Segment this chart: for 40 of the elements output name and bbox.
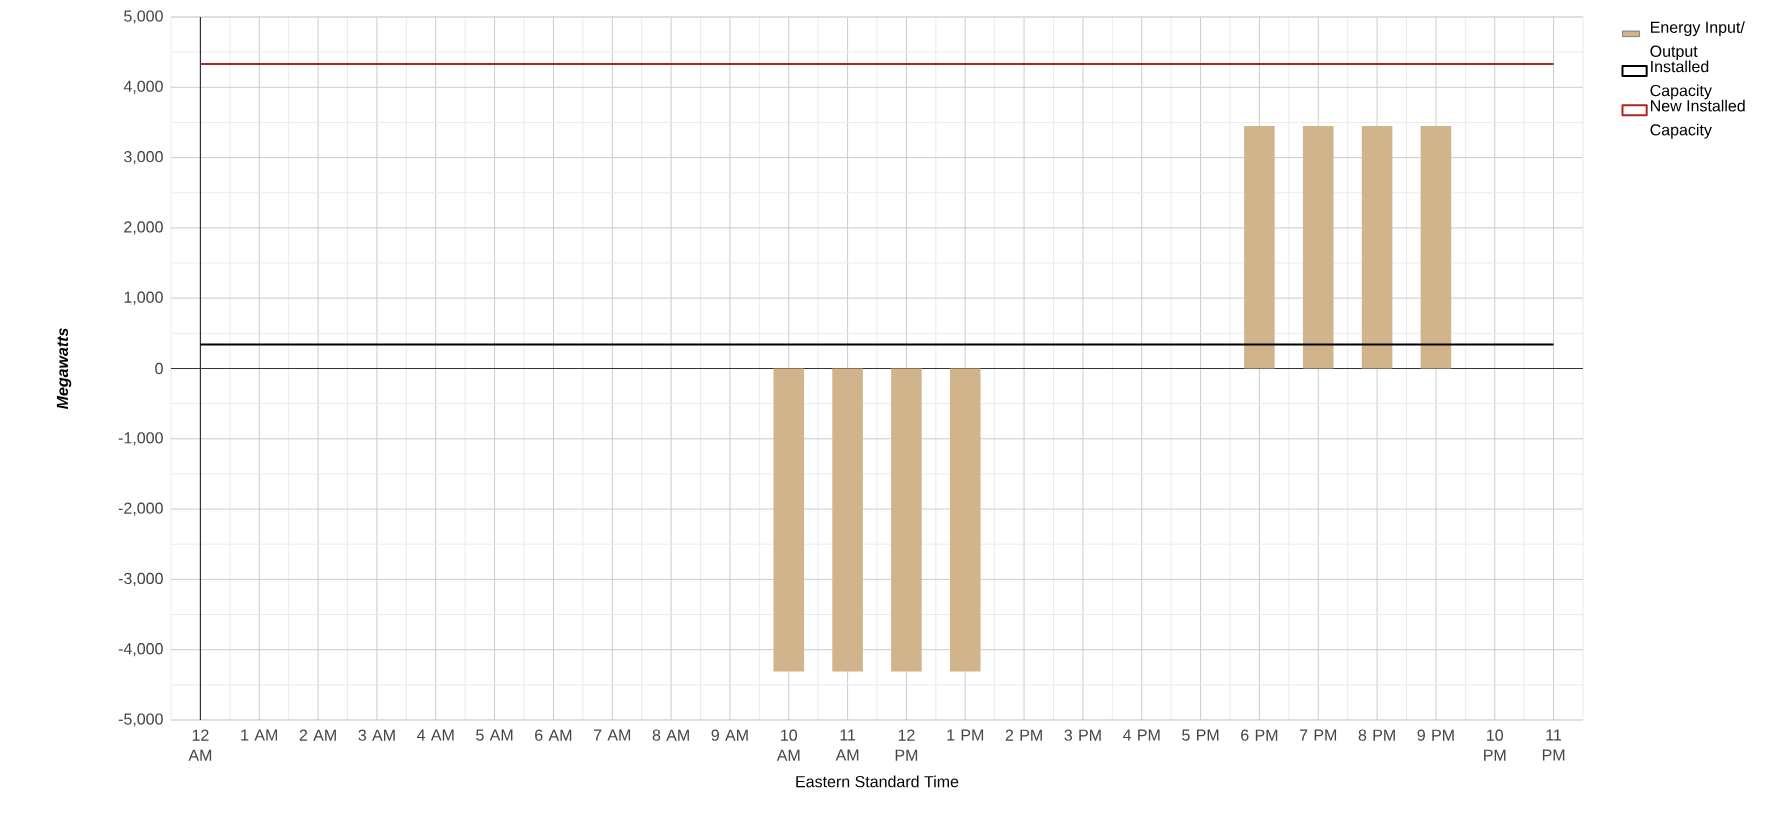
x-tick-label: 8 PM	[1358, 729, 1395, 741]
legend-label: Energy Input/ Output	[1650, 21, 1745, 61]
x-tick-label: 1 AM	[241, 729, 278, 741]
x-tick-label: 7 AM	[593, 729, 631, 741]
y-tick-label: 5,000	[124, 10, 163, 24]
x-tick-label: 11 AM	[835, 729, 859, 761]
x-axis-title: Eastern Standard Time	[796, 775, 959, 788]
x-tick-label: 12 AM	[188, 729, 212, 761]
x-tick-label: 5 AM	[476, 729, 513, 741]
y-tick-label: -5,000	[118, 713, 163, 727]
y-tick-label: -2,000	[118, 502, 163, 516]
x-tick-label: 2 PM	[1005, 729, 1042, 741]
legend-label: New Installed Capacity	[1650, 99, 1745, 139]
x-tick-label: 8 AM	[652, 729, 689, 741]
y-tick-label: 4,000	[123, 80, 163, 94]
x-tick-label: 9 AM	[711, 729, 748, 741]
y-tick-label: 2,000	[124, 221, 163, 235]
y-tick-label: -4,000	[118, 643, 163, 657]
x-tick-label: 10 AM	[776, 729, 800, 761]
x-tick-label: 9 PM	[1417, 729, 1454, 741]
x-tick-label: 4 AM	[417, 729, 454, 741]
x-tick-label: 10 PM	[1484, 729, 1506, 761]
x-tick-label: 4 PM	[1123, 729, 1160, 741]
x-tick-label: 3 AM	[358, 729, 395, 741]
x-tick-label: 12 PM	[895, 729, 918, 761]
y-tick-label: 0	[155, 362, 163, 375]
x-tick-label: 7 PM	[1299, 729, 1337, 741]
x-tick-label: 6 AM	[535, 729, 572, 741]
y-tick-label: -1,000	[118, 432, 163, 446]
y-axis-title: Megawatts	[56, 328, 72, 410]
x-tick-label: 6 PM	[1241, 729, 1278, 741]
x-tick-label: 2 AM	[299, 729, 336, 741]
x-tick-label: 5 PM	[1182, 729, 1219, 741]
y-tick-label: 3,000	[124, 150, 163, 165]
y-tick-label: -3,000	[118, 572, 163, 586]
x-tick-label: 11 PM	[1542, 729, 1565, 761]
legend-label: Installed Capacity	[1650, 60, 1712, 100]
y-tick-label: 1,000	[124, 291, 163, 305]
x-tick-label: 1 PM	[947, 729, 984, 741]
x-tick-label: 3 PM	[1064, 729, 1101, 741]
